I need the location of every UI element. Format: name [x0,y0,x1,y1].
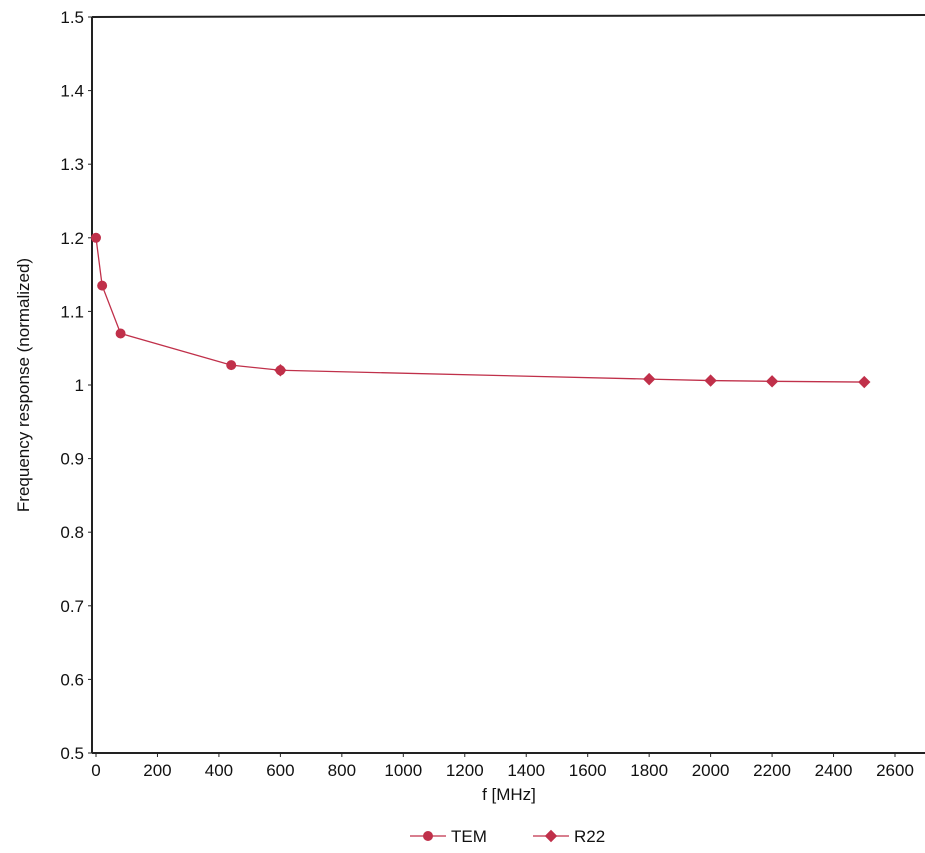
plot-frame [91,14,925,754]
legend-marker-tem [423,831,433,841]
legend-label-tem: TEM [451,827,487,846]
y-tick-label: 0.5 [60,744,84,763]
y-tick-label: 1.4 [60,82,84,101]
y-axis-ticks: 0.5 0.6 0.7 0.8 0.9 1 1.1 1.2 1.3 1.4 1.5 [60,8,92,763]
x-tick-label: 1600 [569,761,607,780]
y-tick-label: 1.1 [60,302,84,321]
data-point-tem [91,232,101,243]
x-tick-label: 2400 [815,761,853,780]
y-tick-label: 0.9 [60,450,84,469]
data-point-tem [226,360,237,371]
top-frame-line [91,14,925,18]
x-tick-label: 1000 [384,761,422,780]
x-tick-label: 400 [205,761,233,780]
data-point-tem [97,280,108,291]
y-tick-label: 0.8 [60,523,84,542]
series-layer [91,232,871,389]
x-tick-label: 800 [328,761,356,780]
y-tick-label: 1.2 [60,229,84,248]
y-tick-label: 1 [75,376,84,395]
legend-marker-r22 [544,829,558,843]
data-point-r22 [858,375,871,389]
x-tick-label: 1200 [446,761,484,780]
x-tick-label: 1800 [630,761,668,780]
x-axis-ticks: 0 200 400 600 800 1000 1200 1400 1600 1800 2000 220… [91,753,914,780]
data-point-r22 [765,375,779,388]
data-point-r22 [642,372,656,386]
x-tick-label: 1400 [507,761,545,780]
x-tick-label: 2600 [876,761,914,780]
x-tick-label: 600 [266,761,294,780]
series-line-tem [95,237,281,371]
x-tick-label: 2000 [692,761,730,780]
y-tick-label: 1.5 [60,8,84,27]
data-point-r22 [274,364,287,377]
x-tick-label: 0 [91,761,100,780]
legend-label-r22: R22 [574,827,605,846]
y-tick-label: 0.7 [60,597,84,616]
y-axis-title: Frequency response (normalized) [14,258,33,512]
legend: TEM R22 [410,827,605,846]
y-tick-label: 0.6 [60,670,84,689]
data-point-tem [115,328,126,339]
x-tick-label: 200 [143,761,171,780]
data-point-r22 [704,374,717,387]
x-axis-title: f [MHz] [482,785,536,804]
x-tick-label: 2200 [753,761,791,780]
y-tick-label: 1.3 [60,155,84,174]
